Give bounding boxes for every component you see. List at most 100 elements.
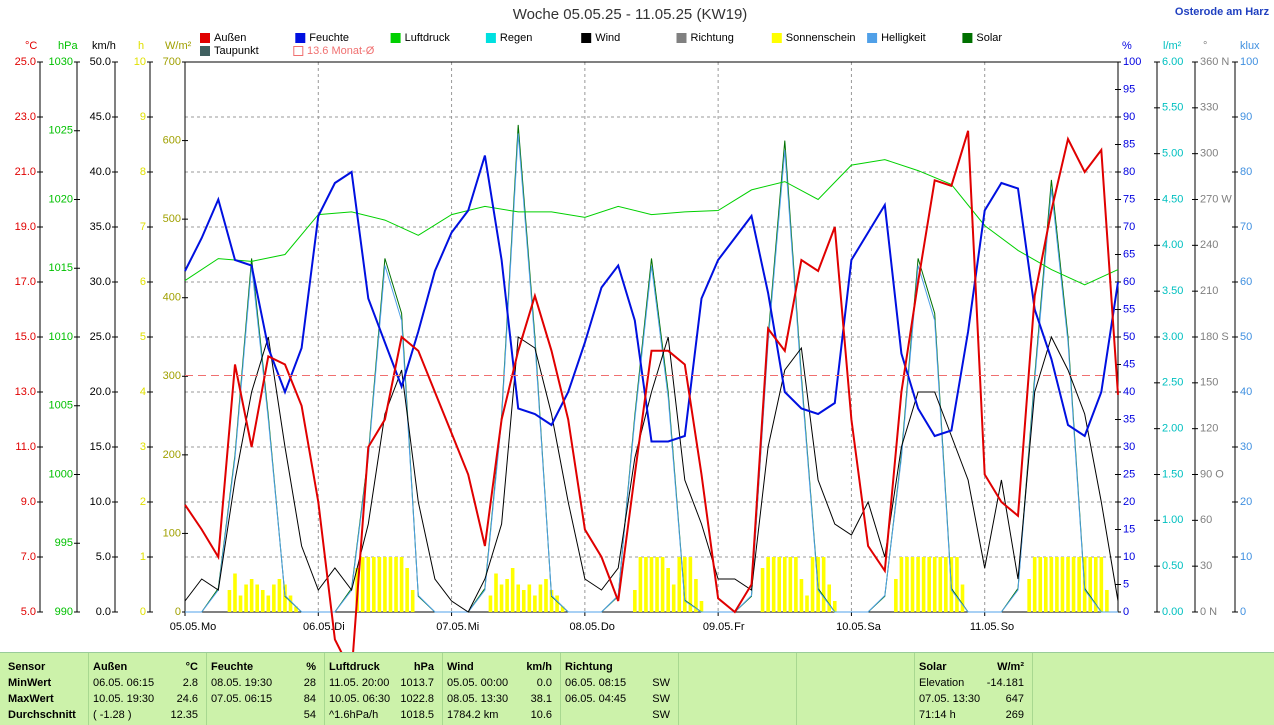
stat-value: 28 — [303, 677, 316, 689]
y-tick-label: 5.00 — [1162, 148, 1183, 160]
y-tick-label: 1000 — [49, 468, 73, 480]
y-tick-label: 40.0 — [90, 166, 111, 178]
y-tick-label: 75 — [1123, 193, 1135, 205]
grid — [184, 61, 1118, 613]
column-title: Feuchte — [211, 661, 254, 673]
y-tick-label: 100 — [163, 527, 181, 539]
legend-label: Wind — [595, 32, 620, 44]
stat-value: 24.6 — [176, 693, 198, 705]
y-tick-label: 45 — [1123, 358, 1135, 370]
row-label: MaxWert — [8, 693, 54, 705]
stat-label: 10.05. 19:30 — [93, 693, 155, 705]
sunshine-bar — [255, 584, 259, 612]
y-tick-label: 15.0 — [15, 331, 36, 343]
sunshine-bar — [799, 579, 804, 612]
legend-label: Richtung — [691, 32, 734, 44]
y-tick-label: 100 — [1123, 56, 1141, 68]
sunshine-bar — [655, 557, 659, 612]
legend-label: 13.6 Monat-Ø — [307, 45, 375, 57]
x-tick-label: 09.05. — [703, 621, 734, 633]
y-tick-label: 210 — [1200, 285, 1218, 297]
stat-value: 0.0 — [536, 677, 552, 689]
weekday-label: Fr — [734, 621, 745, 633]
weekday-label: Sa — [867, 621, 881, 633]
sunshine-bar — [910, 557, 915, 612]
y-tick-label: 6.00 — [1162, 56, 1183, 68]
y-tick-label: 10 — [134, 56, 146, 68]
row-label: MinWert — [8, 677, 52, 689]
y-tick-label: 1020 — [49, 193, 73, 205]
legend-swatch — [581, 33, 592, 43]
stat-label: ( -1.28 ) — [93, 709, 132, 721]
sunshine-bar — [1060, 557, 1065, 612]
column-unit: km/h — [526, 661, 552, 673]
y-tick-label: 25.0 — [90, 331, 111, 343]
sunshine-bar — [777, 557, 782, 612]
y-tick-label: 11.0 — [15, 441, 36, 453]
stat-value: 38.1 — [530, 693, 552, 705]
y-tick-label: 70 — [1123, 221, 1135, 233]
sunshine-bar — [1105, 590, 1109, 612]
series-line — [185, 124, 1118, 613]
legend-label: Außen — [214, 32, 246, 44]
sunshine-bar — [649, 557, 654, 612]
y-tick-label: 200 — [163, 449, 181, 461]
y-tick-label: 20.0 — [90, 386, 111, 398]
sunshine-bar — [671, 584, 676, 612]
sunshine-bar — [805, 595, 809, 612]
sunshine-bar — [771, 557, 776, 612]
axis-unit: ° — [1203, 40, 1207, 52]
column-unit: % — [306, 661, 316, 673]
separator — [88, 653, 89, 725]
sunshine-bar — [938, 557, 943, 612]
column-title: Außen — [93, 661, 128, 673]
sunshine-bar — [894, 579, 898, 612]
legend-swatch — [200, 46, 210, 56]
y-tick-label: 150 — [1200, 377, 1218, 389]
sunshine-bar — [244, 584, 248, 612]
sunshine-bar — [788, 557, 793, 612]
sunshine-bar — [499, 584, 504, 612]
sunshine-bar — [916, 557, 920, 612]
y-tick-label: 0.00 — [1162, 606, 1183, 618]
sunshine-bar — [694, 579, 698, 612]
sunshine-bar — [760, 568, 765, 612]
stat-value: 12.35 — [170, 709, 198, 721]
sunshine-bar — [827, 584, 832, 612]
y-tick-label: 3 — [140, 441, 146, 453]
y-tick-label: 8 — [140, 166, 146, 178]
series-line — [184, 159, 1119, 286]
sunshine-bar — [1032, 557, 1037, 612]
y-tick-label: 21.0 — [15, 166, 36, 178]
y-tick-label: 330 — [1200, 102, 1218, 114]
sunshine-bar — [521, 590, 526, 612]
legend-label: Luftdruck — [405, 32, 451, 44]
y-tick-label: 7.0 — [21, 551, 36, 563]
y-tick-label: 2.50 — [1162, 377, 1183, 389]
y-tick-label: 10 — [1123, 551, 1135, 563]
column-title: Richtung — [565, 661, 613, 673]
y-tick-label: 0 — [1123, 606, 1129, 618]
y-tick-label: 13.0 — [15, 386, 36, 398]
stat-label: 11.05. 20:00 — [329, 677, 390, 689]
legend-swatch — [771, 33, 782, 43]
stat-label: 06.05. 08:15 — [565, 677, 627, 689]
sunshine-bar — [277, 579, 282, 612]
y-tick-label: 1005 — [49, 400, 73, 412]
sunshine-bar — [555, 595, 559, 612]
stat-value: SW — [652, 693, 670, 705]
sunshine-bar — [644, 557, 648, 612]
sunshine-bar — [1038, 557, 1043, 612]
sunshine-bar — [677, 557, 682, 612]
legend-swatch — [200, 33, 210, 43]
axis-unit: km/h — [92, 40, 116, 52]
y-tick-label: 1.00 — [1162, 514, 1183, 526]
y-tick-label: 95 — [1123, 83, 1135, 95]
stat-label: 07.05. 06:15 — [211, 693, 273, 705]
sunshine-bar — [1027, 579, 1031, 612]
y-tick-label: 50 — [1123, 331, 1135, 343]
legend-label: Helligkeit — [881, 32, 926, 44]
legend-label: Sonnenschein — [786, 32, 856, 44]
y-tick-label: 400 — [163, 292, 181, 304]
y-tick-label: 90 — [1123, 111, 1135, 123]
